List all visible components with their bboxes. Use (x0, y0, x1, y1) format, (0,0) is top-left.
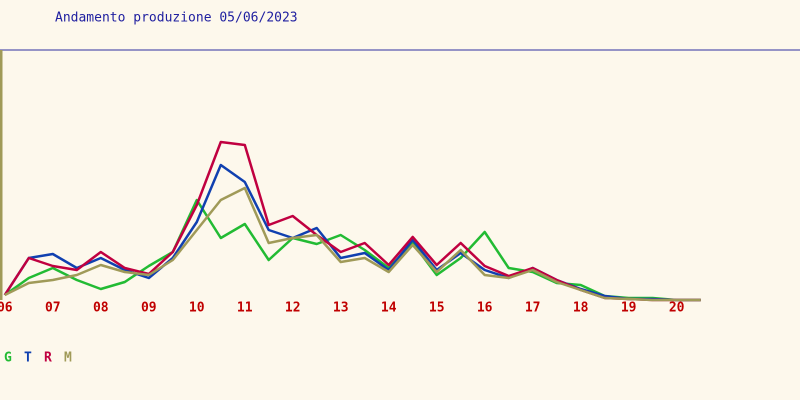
x-tick-label: 11 (237, 301, 253, 316)
series-line (4, 198, 701, 302)
x-tick-label: 08 (93, 301, 109, 316)
legend-entry: M (64, 351, 72, 366)
x-tick-label: 06 (0, 301, 13, 316)
legend-entry: R (44, 351, 52, 366)
x-tick-label: 12 (285, 301, 301, 316)
x-tick-label: 14 (381, 301, 397, 316)
legend-entry: T (24, 351, 32, 366)
x-tick-label: 10 (189, 301, 205, 316)
x-tick-label: 20 (669, 301, 685, 316)
series-line (4, 186, 701, 302)
x-tick-label: 07 (45, 301, 61, 316)
x-tick-label: 18 (573, 301, 589, 316)
x-tick-label: 17 (525, 301, 541, 316)
x-tick-label: 16 (477, 301, 493, 316)
x-tick-label: 15 (429, 301, 445, 316)
x-tick-label: 19 (621, 301, 637, 316)
x-tick-label: 13 (333, 301, 349, 316)
legend-entry: G (4, 351, 12, 366)
chart-title: Andamento produzione 05/06/2023 (55, 11, 298, 26)
x-tick-label: 09 (141, 301, 157, 316)
